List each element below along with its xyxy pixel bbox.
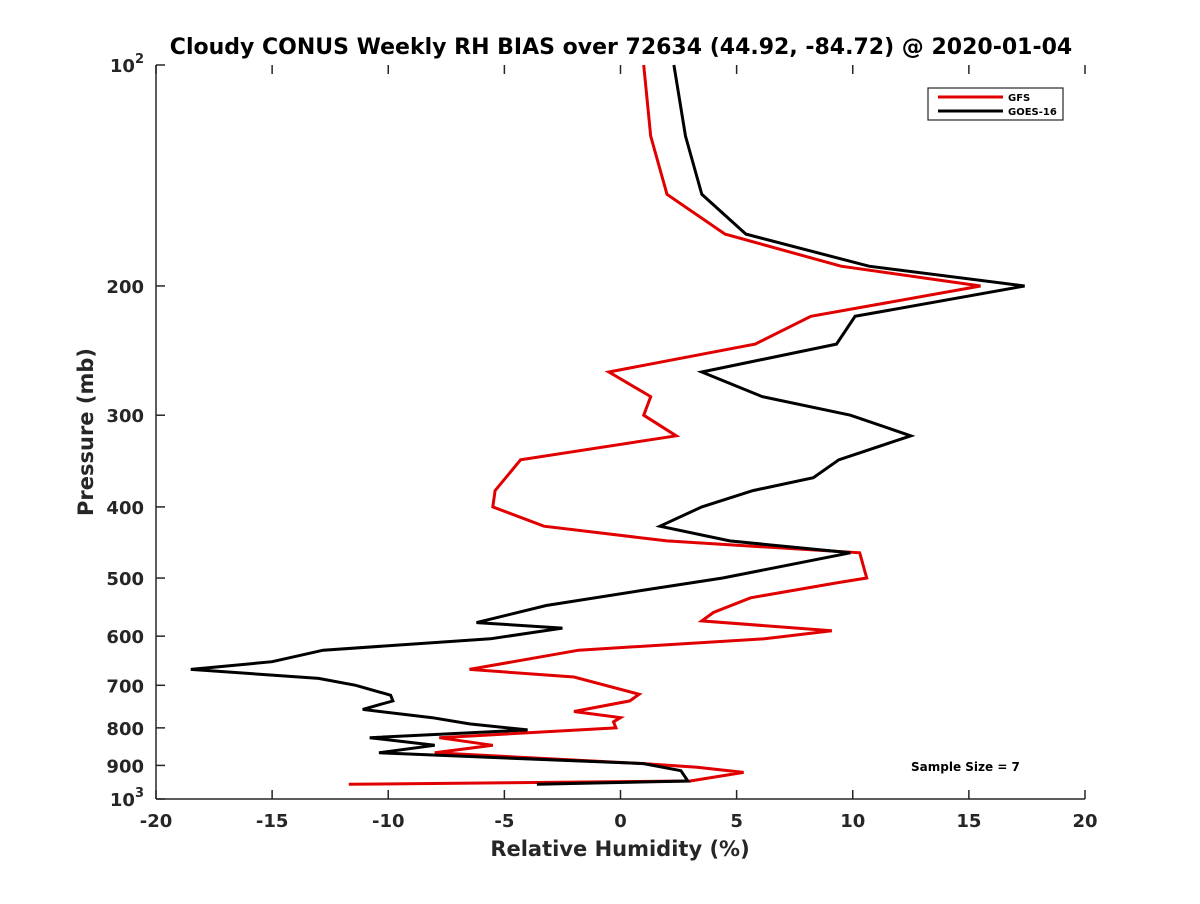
y-tick-label: 200 bbox=[106, 277, 144, 298]
y-tick-label: 600 bbox=[106, 627, 144, 648]
series-line-goes-16 bbox=[190, 64, 1025, 786]
y-tick-label: 300 bbox=[106, 406, 144, 427]
y-tick-label: 900 bbox=[106, 756, 144, 777]
x-tick-label: -5 bbox=[494, 811, 514, 832]
y-tick-exponent: 3 bbox=[135, 786, 144, 801]
legend: GFS GOES-16 bbox=[927, 87, 1064, 121]
x-axis-label: Relative Humidity (%) bbox=[490, 837, 749, 861]
chart-title: Cloudy CONUS Weekly RH BIAS over 72634 (… bbox=[170, 35, 1072, 60]
sample-size-annotation: Sample Size = 7 bbox=[911, 760, 1020, 774]
y-tick-exponent: 2 bbox=[135, 52, 144, 67]
y-tick-label: 103 bbox=[110, 786, 144, 811]
plot-area: -20 -15 -10 -5 0 5 10 15 20 10220030040050060070… bbox=[106, 52, 1097, 832]
y-tick-label: 500 bbox=[106, 569, 144, 590]
y-tick-base: 10 bbox=[110, 56, 135, 77]
series-line-gfs bbox=[348, 64, 981, 786]
legend-box bbox=[927, 87, 1064, 121]
y-tick-label: 800 bbox=[106, 719, 144, 740]
x-tick-label: 0 bbox=[614, 811, 627, 832]
x-tick-label: 10 bbox=[840, 811, 865, 832]
x-ticks: -20 -15 -10 -5 0 5 10 15 20 bbox=[140, 65, 1098, 832]
y-tick-label: 400 bbox=[106, 498, 144, 519]
y-axis-label: Pressure (mb) bbox=[74, 348, 98, 516]
x-tick-label: -20 bbox=[140, 811, 173, 832]
y-tick-base: 10 bbox=[110, 790, 135, 811]
series-layer bbox=[190, 64, 1025, 786]
y-tick-label: 102 bbox=[110, 52, 144, 77]
x-tick-label: -15 bbox=[256, 811, 289, 832]
x-tick-label: -10 bbox=[372, 811, 405, 832]
legend-items: GFS GOES-16 bbox=[938, 93, 1057, 118]
x-tick-label: 15 bbox=[956, 811, 981, 832]
x-tick-label: 20 bbox=[1072, 811, 1097, 832]
x-tick-label: 5 bbox=[730, 811, 743, 832]
y-tick-label: 700 bbox=[106, 676, 144, 697]
legend-label-goes-16: GOES-16 bbox=[1008, 107, 1057, 118]
legend-label-gfs: GFS bbox=[1008, 93, 1030, 104]
